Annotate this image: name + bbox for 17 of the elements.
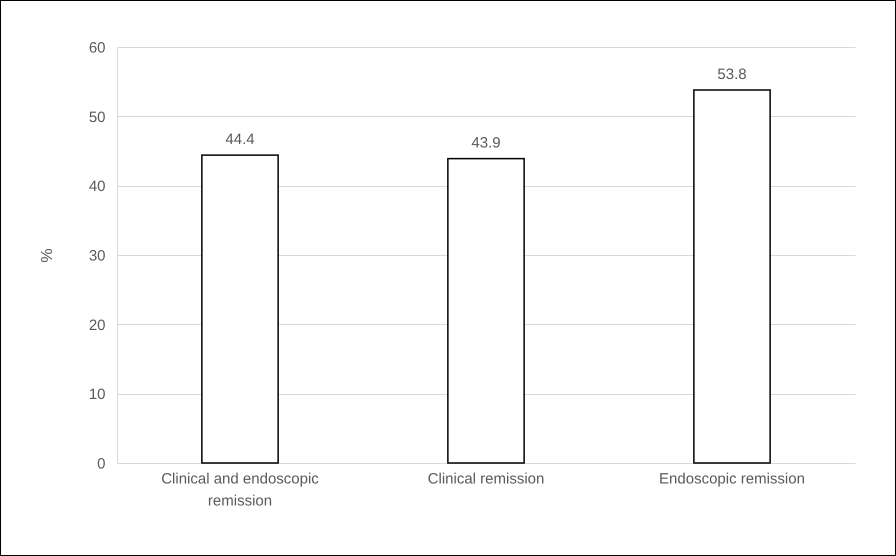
y-tick-label: 20 bbox=[88, 316, 106, 334]
x-tick-label: Clinical remission bbox=[428, 470, 544, 488]
bar bbox=[201, 154, 279, 464]
y-tick-label: 50 bbox=[88, 108, 106, 126]
x-tick-label: Clinical and endoscopic remission bbox=[161, 470, 320, 510]
y-tick-label: 30 bbox=[88, 248, 106, 264]
bar bbox=[693, 89, 771, 464]
data-label: 44.4 bbox=[225, 131, 255, 148]
y-tick-label: 60 bbox=[88, 40, 106, 56]
y-tick-label: 40 bbox=[88, 178, 106, 196]
data-label: 43.9 bbox=[471, 134, 501, 152]
x-tick-label: Endoscopic remission bbox=[659, 470, 805, 488]
y-tick-label: 0 bbox=[97, 456, 106, 472]
y-tick-label: 10 bbox=[88, 386, 106, 404]
data-label: 53.8 bbox=[717, 66, 747, 83]
y-axis-title: % bbox=[38, 248, 56, 263]
bar bbox=[447, 158, 525, 464]
